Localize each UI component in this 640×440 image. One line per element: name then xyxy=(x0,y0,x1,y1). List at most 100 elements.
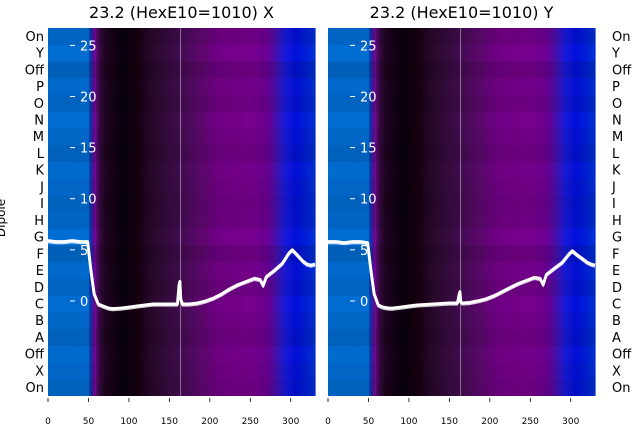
heatmap-column xyxy=(539,28,543,396)
x-tick-label: 0 xyxy=(325,417,331,427)
heatmap-column xyxy=(72,28,76,396)
heatmap-column xyxy=(298,28,302,396)
heatmap-column xyxy=(101,28,105,396)
category-label: G xyxy=(612,231,622,246)
heatmap-column xyxy=(74,28,78,396)
heatmap-column xyxy=(256,28,260,396)
heatmap-column xyxy=(578,28,582,396)
heatmap-row-band xyxy=(328,262,595,279)
heatmap xyxy=(48,28,316,396)
y-tick-label: 5 xyxy=(360,244,368,259)
y-tick-label: 5 xyxy=(80,244,88,259)
category-label: D xyxy=(34,281,44,296)
y-tick-label: 15 xyxy=(80,142,97,157)
y-tick-label: 10 xyxy=(360,193,377,208)
category-label: On xyxy=(612,381,630,396)
category-label: E xyxy=(36,264,44,279)
heatmap-column xyxy=(162,28,166,396)
heatmap-column xyxy=(381,28,385,396)
heatmap-column xyxy=(534,28,538,396)
heatmap-column xyxy=(568,28,572,396)
heatmap-column xyxy=(493,28,497,396)
series-line-shadow xyxy=(328,243,596,311)
heatmap-column xyxy=(437,28,441,396)
heatmap-column xyxy=(524,28,528,396)
heatmap-row-band xyxy=(48,112,315,129)
heatmap-column xyxy=(473,28,477,396)
category-label: On xyxy=(26,381,44,396)
heatmap-column xyxy=(290,28,294,396)
heatmap-column xyxy=(232,28,236,396)
heatmap-column xyxy=(203,28,207,396)
heatmap-column xyxy=(254,28,258,396)
heatmap-column xyxy=(415,28,419,396)
heatmap-column xyxy=(208,28,212,396)
category-label: C xyxy=(35,298,44,313)
heatmap-column xyxy=(488,28,492,396)
heatmap-column xyxy=(490,28,494,396)
heatmap-column xyxy=(556,28,560,396)
chart-title: 23.2 (HexE10=1010) X xyxy=(89,3,274,22)
heatmap-column xyxy=(215,28,219,396)
heatmap-row-band xyxy=(328,312,595,330)
heatmap-column xyxy=(369,28,373,396)
category-label: L xyxy=(37,147,45,162)
heatmap-column xyxy=(403,28,407,396)
y-tick-label: 0 xyxy=(80,295,88,310)
heatmap-column xyxy=(590,28,594,396)
x-tick-label: 200 xyxy=(201,417,218,427)
heatmap-column xyxy=(62,28,66,396)
heatmap-column xyxy=(366,28,370,396)
heatmap-row-band xyxy=(48,195,315,212)
heatmap-column xyxy=(432,28,436,396)
heatmap-row-band xyxy=(328,212,595,229)
heatmap-column xyxy=(480,28,484,396)
heatmap-column xyxy=(340,28,344,396)
category-label: N xyxy=(34,114,44,129)
heatmap-column xyxy=(244,28,248,396)
heatmap-row-band xyxy=(48,245,315,263)
heatmap-row-band xyxy=(48,128,315,146)
heatmap-column xyxy=(527,28,531,396)
heatmap-column xyxy=(145,28,149,396)
heatmap-column xyxy=(485,28,489,396)
heatmap-row-band xyxy=(48,178,315,196)
heatmap-column xyxy=(125,28,129,396)
heatmap-column xyxy=(205,28,209,396)
heatmap-column xyxy=(193,28,197,396)
heatmap-column xyxy=(89,28,93,396)
x-tick-label: 200 xyxy=(481,417,498,427)
x-tick-label: 300 xyxy=(282,417,299,427)
category-label: C xyxy=(612,298,621,313)
heatmap-column xyxy=(352,28,356,396)
heatmap-column xyxy=(354,28,358,396)
heatmap-row-band xyxy=(328,329,595,346)
heatmap-column xyxy=(188,28,192,396)
heatmap-column xyxy=(541,28,545,396)
heatmap-column xyxy=(580,28,584,396)
heatmap-column xyxy=(115,28,119,396)
heatmap-column xyxy=(64,28,69,396)
heatmap-column xyxy=(210,28,214,396)
heatmap-column xyxy=(247,28,251,396)
category-label: K xyxy=(612,164,621,179)
heatmap-column xyxy=(456,28,460,396)
heatmap-row-band xyxy=(328,195,595,212)
heatmap-column xyxy=(152,28,156,396)
heatmap-column xyxy=(239,28,243,396)
heatmap-column xyxy=(553,28,557,396)
heatmap-column xyxy=(505,28,509,396)
chart-title: 23.2 (HexE10=1010) Y xyxy=(370,3,554,22)
heatmap-row-band xyxy=(328,278,595,296)
heatmap-column xyxy=(444,28,448,396)
y-axis-label: Dipole xyxy=(0,199,8,237)
heatmap-row-band xyxy=(48,379,315,396)
heatmap-row-band xyxy=(48,145,315,162)
heatmap-column xyxy=(96,28,100,396)
heatmap-row-band xyxy=(328,178,595,196)
category-label: P xyxy=(36,80,44,95)
heatmap-column xyxy=(558,28,562,396)
heatmap-column xyxy=(81,28,86,396)
x-tick-label: 50 xyxy=(83,417,95,427)
